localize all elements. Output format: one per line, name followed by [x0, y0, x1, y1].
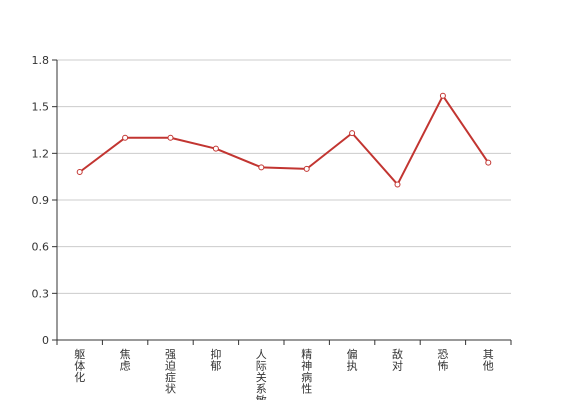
- y-tick-label: 0.3: [32, 287, 50, 300]
- data-point[interactable]: [439, 92, 446, 99]
- series-layer: [76, 92, 492, 188]
- x-tick-label: 恐怖: [437, 348, 448, 373]
- data-point[interactable]: [212, 145, 219, 152]
- x-tick-label: 偏执: [347, 347, 358, 373]
- grid-lines: [57, 59, 511, 294]
- data-point[interactable]: [258, 164, 265, 171]
- y-tick-label: 0.6: [32, 241, 50, 254]
- data-point[interactable]: [167, 134, 174, 141]
- x-tick-label: 躯体化: [74, 348, 85, 384]
- x-tick-label: 人际关系敏感: [256, 348, 267, 400]
- y-axis: 0 0.3 0.6 0.9 1.2 1.5 1.8: [32, 54, 58, 347]
- data-point[interactable]: [76, 169, 83, 175]
- x-tick-label: 强迫症状: [165, 348, 176, 396]
- x-tick-label: 其他: [483, 348, 494, 373]
- y-tick-label: 0.9: [32, 194, 50, 207]
- data-point[interactable]: [485, 159, 492, 166]
- x-tick-label: 精神病性: [301, 348, 312, 396]
- y-tick-label: 1.8: [32, 54, 50, 67]
- data-point[interactable]: [122, 134, 129, 141]
- data-point[interactable]: [303, 165, 310, 172]
- x-tick-label: 焦虑: [120, 348, 131, 373]
- series-line: [79, 94, 490, 186]
- y-tick-label: 1.5: [32, 101, 50, 114]
- x-tick-label: 敌对: [392, 347, 403, 373]
- data-point[interactable]: [349, 130, 356, 137]
- data-point[interactable]: [394, 181, 401, 188]
- y-tick-label: 0: [42, 334, 49, 347]
- x-axis: 躯体化 焦虑 强迫症状 抑郁 人际关系敏感 精神病性 偏执 敌对 恐怖 其他: [56, 339, 512, 404]
- x-tick-label: 抑郁: [210, 347, 221, 373]
- y-tick-label: 1.2: [32, 147, 50, 160]
